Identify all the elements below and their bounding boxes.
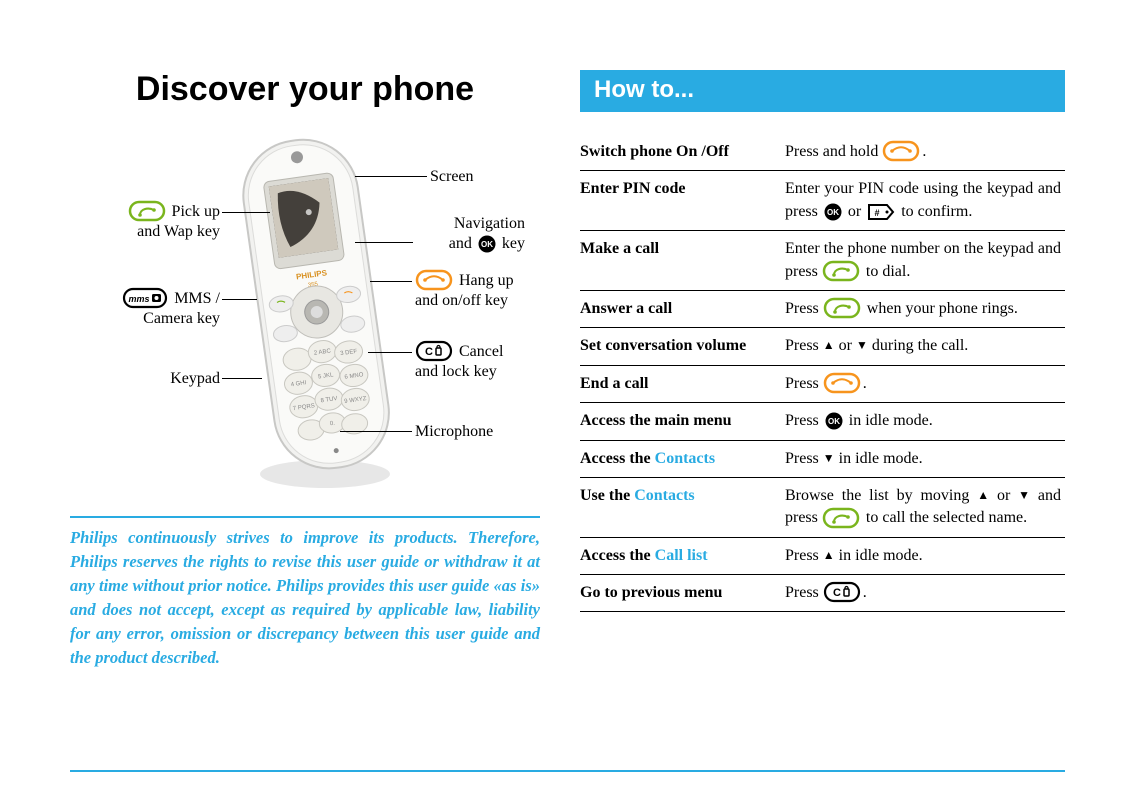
howto-action: Answer a call bbox=[580, 290, 785, 327]
howto-action: Access the Call list bbox=[580, 537, 785, 574]
howto-action: Make a call bbox=[580, 231, 785, 291]
mms-key-icon bbox=[124, 289, 168, 309]
table-row: Set conversation volumePress ▲ or ▼ duri… bbox=[580, 328, 1065, 365]
howto-instruction: Press in idle mode. bbox=[785, 403, 1065, 440]
label-microphone: Microphone bbox=[415, 422, 493, 442]
howto-instruction: Browse the list by moving ▲ or ▼ and pre… bbox=[785, 477, 1065, 537]
pickup-key-icon bbox=[824, 509, 860, 529]
howto-action: Go to previous menu bbox=[580, 575, 785, 612]
howto-instruction: Press ▼ in idle mode. bbox=[785, 440, 1065, 477]
tag-key-icon bbox=[867, 203, 895, 221]
page-title: Discover your phone bbox=[70, 70, 540, 109]
ok-key-icon bbox=[478, 235, 496, 253]
phone-illustration: PHILIPS 355 bbox=[235, 134, 400, 494]
howto-instruction: Press . bbox=[785, 575, 1065, 612]
table-row: End a callPress . bbox=[580, 365, 1065, 402]
table-row: Make a callEnter the phone number on the… bbox=[580, 231, 1065, 291]
howto-action: Switch phone On /Off bbox=[580, 134, 785, 171]
howto-table: Switch phone On /OffPress and hold .Ente… bbox=[580, 134, 1065, 612]
pickup-key-icon bbox=[824, 262, 860, 282]
table-row: Go to previous menuPress . bbox=[580, 575, 1065, 612]
howto-instruction: Enter your PIN code using the keypad and… bbox=[785, 171, 1065, 231]
pickup-key-icon bbox=[130, 202, 166, 222]
ok-key-icon bbox=[825, 412, 843, 430]
howto-heading: How to... bbox=[580, 70, 1065, 112]
label-cancel: Cancel and lock key bbox=[415, 342, 503, 382]
label-navigation: Navigation and key bbox=[415, 214, 525, 254]
label-pickup: Pick up and Wap key bbox=[70, 202, 220, 242]
hangup-key-icon bbox=[884, 142, 920, 162]
howto-instruction: Press ▲ in idle mode. bbox=[785, 537, 1065, 574]
label-hangup: Hang up and on/off key bbox=[415, 271, 514, 311]
down-arrow-icon: ▼ bbox=[1018, 487, 1030, 504]
howto-instruction: Press when your phone rings. bbox=[785, 290, 1065, 327]
footer-rule bbox=[70, 770, 1065, 772]
howto-action: End a call bbox=[580, 365, 785, 402]
howto-action: Use the Contacts bbox=[580, 477, 785, 537]
ok-key-icon bbox=[824, 203, 842, 221]
label-screen: Screen bbox=[430, 167, 474, 187]
table-row: Access the main menuPress in idle mode. bbox=[580, 403, 1065, 440]
table-row: Enter PIN codeEnter your PIN code using … bbox=[580, 171, 1065, 231]
table-row: Switch phone On /OffPress and hold . bbox=[580, 134, 1065, 171]
table-row: Access the ContactsPress ▼ in idle mode. bbox=[580, 440, 1065, 477]
cancel-key-icon bbox=[825, 583, 861, 603]
table-row: Use the ContactsBrowse the list by movin… bbox=[580, 477, 1065, 537]
hangup-key-icon bbox=[825, 374, 861, 394]
cancel-key-icon bbox=[417, 342, 453, 362]
howto-instruction: Press . bbox=[785, 365, 1065, 402]
label-mms: MMS / Camera key bbox=[70, 289, 220, 329]
table-row: Access the Call listPress ▲ in idle mode… bbox=[580, 537, 1065, 574]
howto-action: Set conversation volume bbox=[580, 328, 785, 365]
down-arrow-icon: ▼ bbox=[856, 337, 868, 354]
howto-instruction: Press ▲ or ▼ during the call. bbox=[785, 328, 1065, 365]
howto-instruction: Press and hold . bbox=[785, 134, 1065, 171]
down-arrow-icon: ▼ bbox=[823, 450, 835, 467]
divider bbox=[70, 516, 540, 518]
phone-diagram: PHILIPS 355 bbox=[70, 134, 540, 504]
up-arrow-icon: ▲ bbox=[823, 547, 835, 564]
disclaimer-text: Philips continuously strives to improve … bbox=[70, 526, 540, 670]
howto-action: Access the Contacts bbox=[580, 440, 785, 477]
howto-instruction: Enter the phone number on the keypad and… bbox=[785, 231, 1065, 291]
up-arrow-icon: ▲ bbox=[977, 487, 989, 504]
label-keypad: Keypad bbox=[70, 369, 220, 389]
howto-action: Access the main menu bbox=[580, 403, 785, 440]
up-arrow-icon: ▲ bbox=[823, 337, 835, 354]
hangup-key-icon bbox=[417, 271, 453, 291]
howto-action: Enter PIN code bbox=[580, 171, 785, 231]
table-row: Answer a callPress when your phone rings… bbox=[580, 290, 1065, 327]
pickup-key-icon bbox=[825, 299, 861, 319]
